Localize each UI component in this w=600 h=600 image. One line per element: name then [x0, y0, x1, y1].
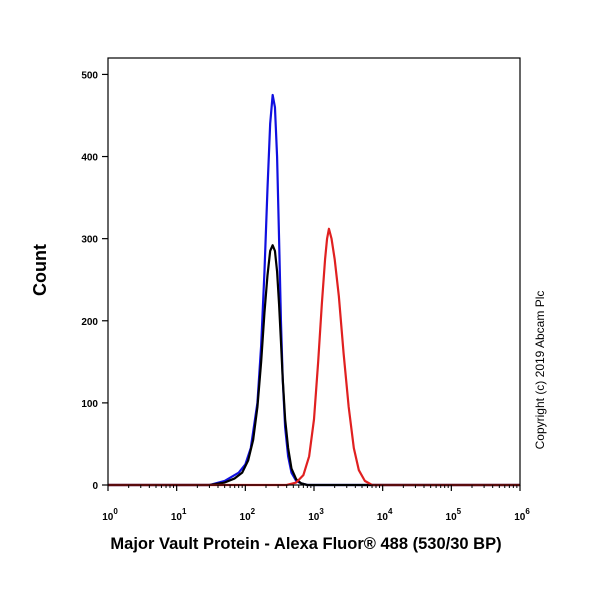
x-tick-label: 100	[102, 507, 118, 523]
x-tick-label: 105	[446, 507, 462, 523]
copyright-annotation: Copyright (c) 2019 Abcam Plc	[533, 291, 547, 450]
x-axis: 100 101 102 103 104 105 106	[102, 485, 530, 523]
series-line-2	[108, 244, 520, 487]
y-axis-title: Count	[30, 244, 50, 296]
x-tick-label: 106	[514, 507, 530, 523]
y-tick-label: 100	[81, 399, 98, 410]
y-tick-label: 300	[81, 235, 98, 246]
y-tick-label: 400	[81, 153, 98, 164]
x-axis-title: Major Vault Protein - Alexa Fluor® 488 (…	[110, 535, 501, 553]
series-line-3	[108, 227, 520, 487]
series-layer	[108, 93, 520, 487]
y-tick-label: 0	[92, 481, 98, 492]
x-tick-label: 101	[171, 507, 187, 523]
y-axis: 0 100 200 300 400 500	[81, 70, 108, 492]
x-tick-label: 104	[377, 507, 393, 523]
series-line-1	[108, 93, 520, 487]
x-tick-label: 102	[240, 507, 256, 523]
y-tick-label: 200	[81, 317, 98, 328]
y-tick-label: 500	[81, 70, 98, 81]
x-tick-label: 103	[308, 507, 324, 523]
